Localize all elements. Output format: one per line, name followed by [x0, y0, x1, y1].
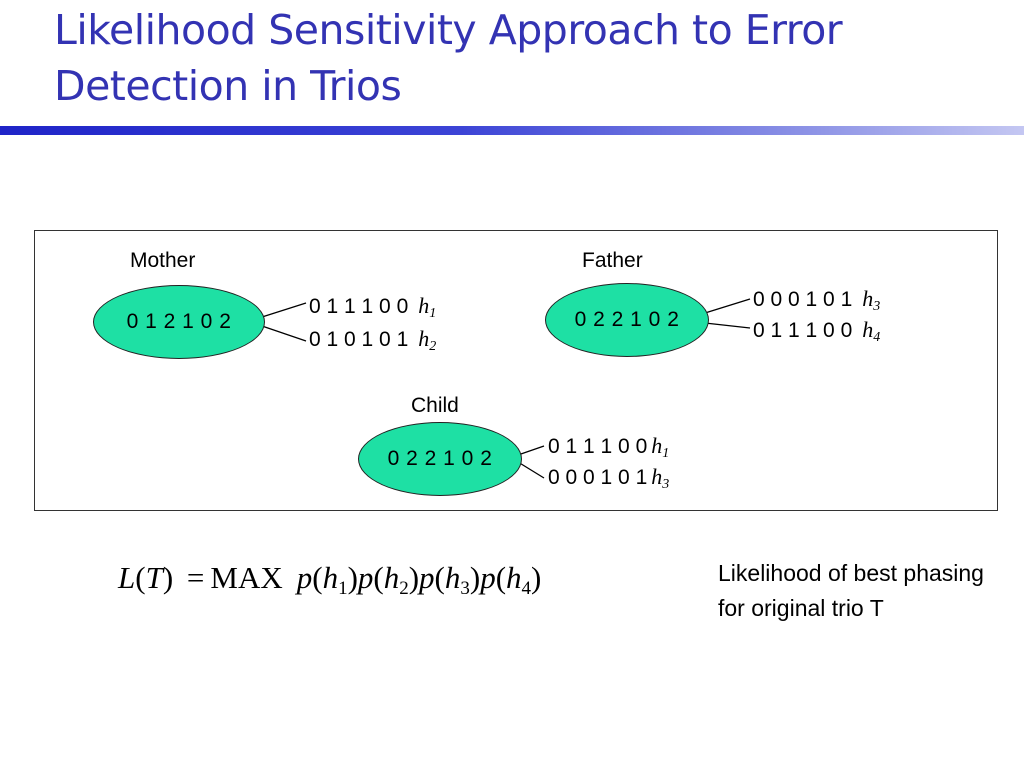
formula-caption: Likelihood of best phasing for original …: [718, 560, 984, 621]
trio-diagram-frame: [34, 230, 998, 511]
child-label: Child: [411, 394, 459, 417]
title-underline-bar: [0, 126, 1024, 135]
slide-title-line-1: Likelihood Sensitivity Approach to Error: [54, 6, 843, 54]
father-haplotype-2: 0 1 1 1 0 0 h4: [753, 318, 880, 350]
father-haplotype-1: 0 0 0 1 0 1 h3: [753, 287, 880, 319]
formula-lhs-arg: T: [145, 560, 163, 595]
child-haplotype-1: 0 1 1 1 0 0 h1: [548, 434, 669, 466]
haplotype-alleles: 0 1 1 1 0 0: [309, 295, 409, 318]
formula-max: MAX: [210, 560, 283, 595]
haplotype-name: h3: [651, 464, 670, 493]
haplotype-alleles: 0 1 1 1 0 0: [548, 435, 648, 458]
mother-genotype-node: 0 1 2 1 0 2: [93, 285, 265, 359]
formula-equals: =: [186, 560, 205, 595]
haplotype-name: h1: [418, 293, 437, 322]
formula-term-2: p(h2): [357, 560, 420, 599]
formula-term-4: p(h4): [480, 560, 542, 599]
child-genotype-node: 0 2 2 1 0 2: [358, 422, 522, 496]
mother-haplotype-2: 0 1 0 1 0 1 h2: [309, 327, 436, 359]
slide-title: Likelihood Sensitivity Approach to Error…: [54, 2, 1014, 114]
father-label: Father: [582, 249, 643, 272]
formula-lhs: L: [118, 560, 136, 595]
child-genotype: 0 2 2 1 0 2: [387, 447, 493, 470]
likelihood-formula: L(T) = MAX p(h1)p(h2)p(h3)p(h4): [118, 560, 542, 599]
haplotype-name: h3: [862, 286, 881, 315]
mother-label: Mother: [130, 249, 196, 272]
formula-term-3: p(h3): [419, 560, 481, 599]
slide-title-line-2: Detection in Trios: [54, 62, 402, 110]
father-genotype: 0 2 2 1 0 2: [574, 308, 680, 331]
haplotype-alleles: 0 1 1 1 0 0: [753, 319, 853, 342]
child-haplotype-2: 0 0 0 1 0 1 h3: [548, 465, 669, 497]
formula-term-1: p(h1): [296, 560, 358, 599]
haplotype-name: h4: [862, 317, 881, 346]
haplotype-name: h1: [651, 433, 670, 462]
haplotype-alleles: 0 0 0 1 0 1: [753, 288, 853, 311]
haplotype-name: h2: [418, 326, 437, 355]
haplotype-alleles: 0 0 0 1 0 1: [548, 466, 648, 489]
father-genotype-node: 0 2 2 1 0 2: [545, 283, 709, 357]
mother-haplotype-1: 0 1 1 1 0 0 h1: [309, 294, 436, 326]
mother-genotype: 0 1 2 1 0 2: [126, 310, 232, 333]
haplotype-alleles: 0 1 0 1 0 1: [309, 328, 409, 351]
